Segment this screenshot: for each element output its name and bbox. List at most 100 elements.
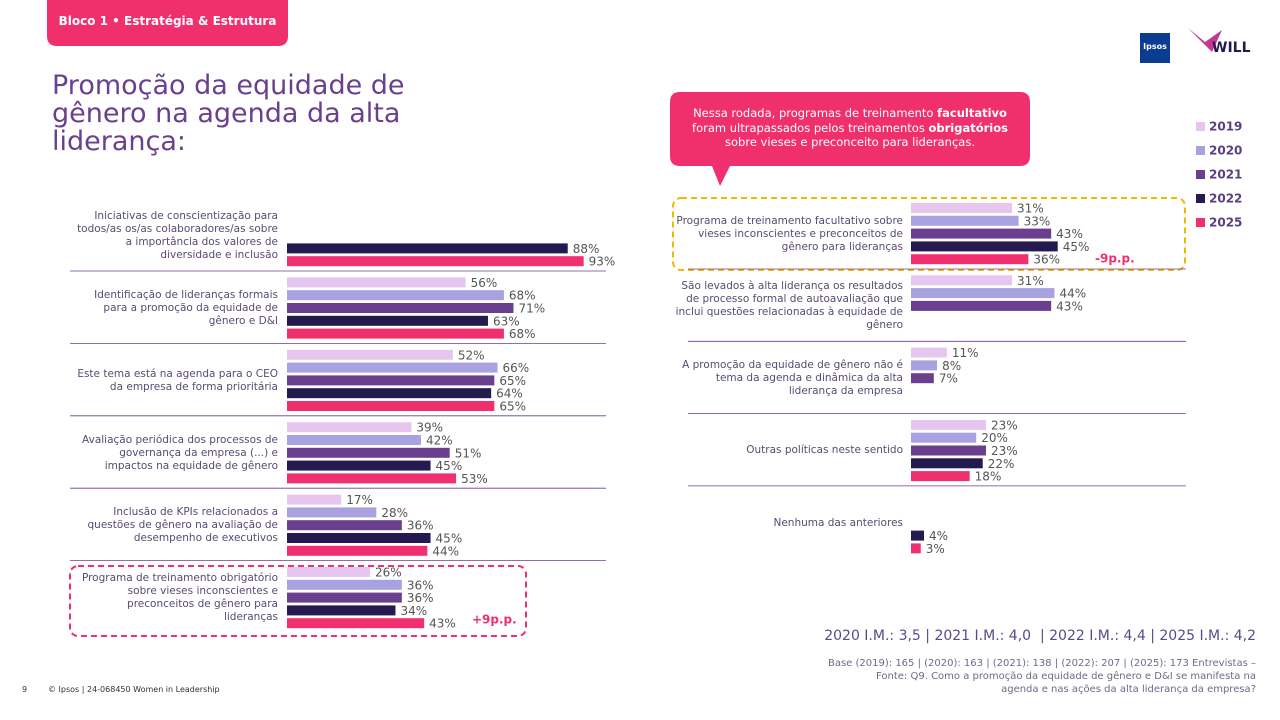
base-line: Base (2019): 165 | (2020): 163 | (2021):… xyxy=(827,658,1256,669)
value-label: 3% xyxy=(926,542,945,556)
value-label: 11% xyxy=(952,346,979,360)
value-label: 65% xyxy=(499,400,526,414)
value-label: 33% xyxy=(1024,214,1051,228)
category-label: Este tema está na agenda para o CEO da e… xyxy=(77,367,278,393)
callout-segment: Nessa rodada, programas de treinamento xyxy=(693,106,938,120)
annotation: -9p.p. xyxy=(1095,252,1135,266)
index-line: 2020 I.M.: 3,5 | 2021 I.M.: 4,0 | 2022 I… xyxy=(824,628,1256,644)
legend-swatch xyxy=(1196,194,1205,203)
bar xyxy=(287,362,498,373)
bar xyxy=(287,290,504,301)
legend-label: 2019 xyxy=(1209,120,1242,134)
bar xyxy=(911,275,1013,286)
will-logo-mark xyxy=(1188,28,1222,52)
bar xyxy=(287,545,428,556)
bar xyxy=(287,520,402,531)
legend-swatch xyxy=(1196,146,1205,155)
bar xyxy=(911,215,1019,226)
bar xyxy=(287,388,492,399)
value-label: 65% xyxy=(499,374,526,388)
category-label: A promoção da equidade de gênero não é t… xyxy=(682,359,903,398)
value-label: 36% xyxy=(407,578,434,592)
bar xyxy=(911,203,1013,213)
value-label: 22% xyxy=(988,457,1015,471)
bar xyxy=(911,419,986,430)
callout-segment: facultativo xyxy=(937,106,1007,120)
base-line: agenda e nas ações da alta liderança da … xyxy=(1001,684,1256,695)
value-label: 17% xyxy=(346,493,373,507)
base-line: Fonte: Q9. Como a promoção da equidade d… xyxy=(876,671,1256,682)
bar xyxy=(287,494,342,505)
bar xyxy=(287,592,402,603)
category-label: Avaliação periódica dos processos de gov… xyxy=(82,433,278,472)
value-label: 7% xyxy=(939,372,958,386)
value-label: 66% xyxy=(503,361,530,375)
value-label: 31% xyxy=(1017,202,1044,216)
value-label: 64% xyxy=(496,387,523,401)
legend-label: 2022 xyxy=(1209,192,1242,206)
copyright: © Ipsos | 24-068450 Women in Leadership xyxy=(48,685,220,694)
legend-swatch xyxy=(1196,218,1205,227)
category-label: Iniciativas de conscientização para todo… xyxy=(77,210,278,261)
bar xyxy=(287,349,453,360)
value-label: 53% xyxy=(461,472,488,486)
callout-segment: obrigatórios xyxy=(928,120,1008,135)
legend-swatch xyxy=(1196,122,1205,131)
bar xyxy=(911,543,921,554)
legend-label: 2025 xyxy=(1209,216,1242,230)
value-label: 68% xyxy=(509,289,536,303)
category-label: Inclusão de KPIs relacionados a questões… xyxy=(87,506,278,545)
bar xyxy=(287,579,402,590)
highlight-box xyxy=(69,565,527,637)
value-label: 52% xyxy=(458,348,485,362)
bar xyxy=(911,445,986,456)
value-label: 44% xyxy=(432,544,459,558)
category-label: São levados à alta liderança os resultad… xyxy=(675,280,903,332)
value-label: 43% xyxy=(429,617,456,631)
category-label: Programa de treinamento facultativo sobr… xyxy=(676,214,903,253)
value-label: 88% xyxy=(573,242,600,256)
callout-segment: foram ultrapassados pelos treinamentos xyxy=(692,120,929,135)
value-label: 23% xyxy=(991,444,1018,458)
slide-title: Promoção da equidade de gênero na agenda… xyxy=(52,70,405,157)
value-label: 34% xyxy=(400,604,427,618)
value-label: 36% xyxy=(1033,253,1060,267)
bar xyxy=(287,243,568,254)
bar xyxy=(287,328,504,339)
legend-swatch xyxy=(1196,170,1205,179)
value-label: 93% xyxy=(589,255,616,269)
callout-line: sobre vieses e preconceito para lideranç… xyxy=(670,135,1030,150)
bar xyxy=(911,458,983,469)
annotation: +9p.p. xyxy=(472,613,517,627)
value-label: 51% xyxy=(455,446,482,460)
bar xyxy=(911,530,925,541)
bar xyxy=(287,315,488,326)
base-note: Base (2019): 165 | (2020): 163 | (2021):… xyxy=(828,657,1256,696)
bar xyxy=(287,435,421,445)
bar xyxy=(287,533,431,543)
bar xyxy=(287,507,377,518)
value-label: 44% xyxy=(1059,287,1086,301)
ipsos-logo xyxy=(1140,33,1170,63)
value-label: 28% xyxy=(381,506,408,520)
category-label: Identificação de lideranças formais para… xyxy=(94,288,278,327)
bar xyxy=(287,422,412,433)
value-label: 26% xyxy=(375,566,402,580)
value-label: 8% xyxy=(942,359,961,373)
callout-text: Nessa rodada, programas de treinamento f… xyxy=(670,106,1030,150)
legend-label: 2020 xyxy=(1209,144,1242,158)
bar xyxy=(911,241,1058,252)
value-label: 31% xyxy=(1017,274,1044,288)
value-label: 4% xyxy=(929,529,948,543)
bar xyxy=(911,300,1052,311)
bar xyxy=(911,228,1052,239)
value-label: 23% xyxy=(991,418,1018,432)
value-label: 18% xyxy=(975,470,1002,484)
value-label: 63% xyxy=(493,314,520,328)
value-label: 45% xyxy=(436,459,463,473)
bar xyxy=(287,277,466,288)
ipsos-logo-text: Ipsos xyxy=(1143,42,1167,51)
callout-segment: sobre vieses e preconceito para lideranç… xyxy=(725,135,975,149)
